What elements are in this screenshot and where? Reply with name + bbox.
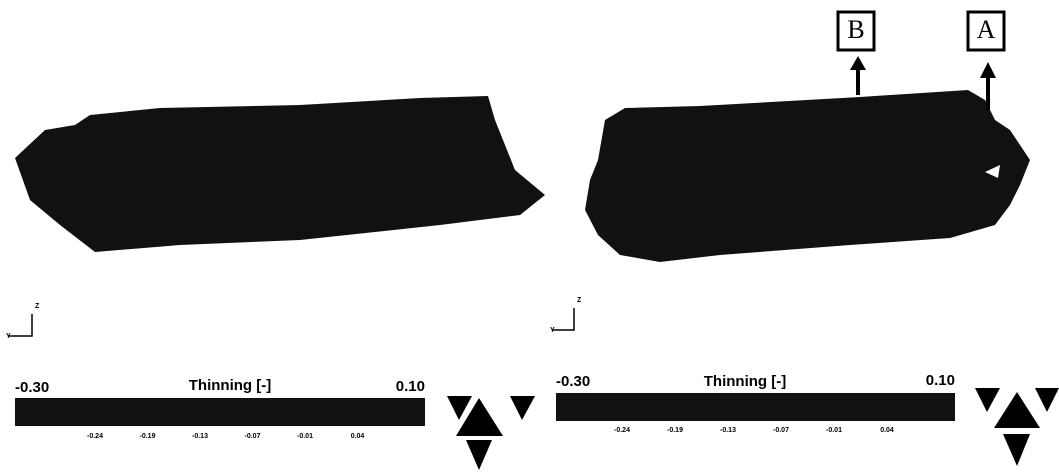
colorbar-tick-label: 0.04	[351, 433, 365, 440]
colorbar-tick-label: -0.01	[826, 427, 842, 434]
colorbar-tick-label: -0.13	[192, 433, 208, 440]
colorbar-max: 0.10	[926, 372, 955, 389]
part-shape	[585, 90, 1030, 262]
colorbar-title: Thinning [-]	[189, 377, 271, 394]
colorbar	[15, 398, 425, 426]
callout-label: A	[977, 15, 996, 44]
colorbar-tick-label: -0.19	[140, 433, 156, 440]
callout: B	[836, 10, 876, 95]
part-shape	[15, 96, 545, 252]
colorbar-tick-label: -0.07	[773, 427, 789, 434]
colorbar	[556, 393, 955, 421]
colorbar-tick-label: -0.19	[667, 427, 683, 434]
axis-label: Y	[6, 333, 11, 340]
colorbar-tick-label: -0.13	[720, 427, 736, 434]
axis-label: Z	[35, 303, 40, 310]
colorbar-min: -0.30	[15, 379, 49, 396]
colorbar-max: 0.10	[396, 378, 425, 395]
colorbar-tick-label: 0.04	[880, 427, 894, 434]
colorbar-tick-label: -0.07	[245, 433, 261, 440]
callout-label: B	[847, 15, 864, 44]
colorbar-tick-label: -0.24	[614, 427, 630, 434]
view-icon	[447, 396, 535, 470]
colorbar-ticks: -0.24 -0.19 -0.13 -0.07 -0.01 0.04	[87, 433, 364, 440]
view-icon	[975, 388, 1059, 466]
colorbar-title: Thinning [-]	[704, 373, 786, 390]
callout: A	[966, 10, 1006, 110]
axis-label: Z	[577, 297, 582, 304]
colorbar-tick-label: -0.24	[87, 433, 103, 440]
axis-label: Y	[550, 327, 555, 334]
colorbar-tick-label: -0.01	[297, 433, 313, 440]
axis-triad	[8, 308, 575, 337]
colorbar-ticks: -0.24 -0.19 -0.13 -0.07 -0.01 0.04	[614, 427, 894, 434]
highlight	[985, 165, 1000, 178]
colorbar-min: -0.30	[556, 373, 590, 390]
